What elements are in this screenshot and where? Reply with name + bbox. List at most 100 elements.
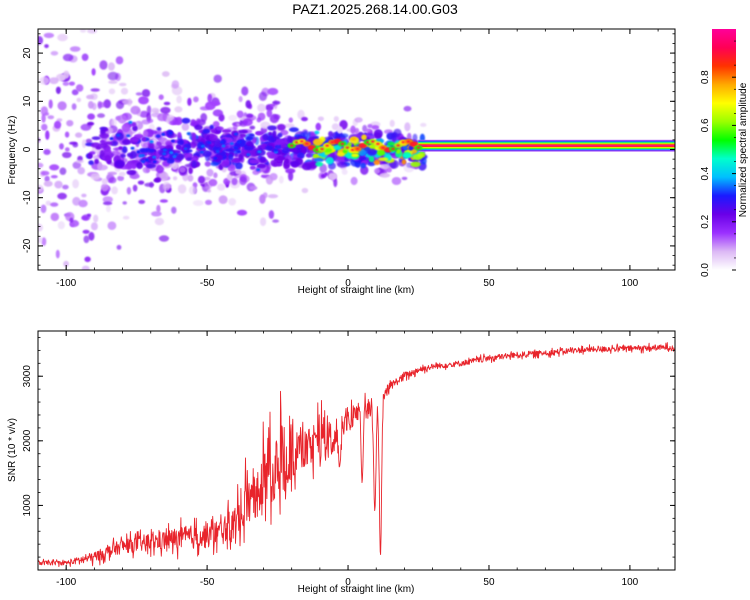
spectrogram-core-blob: [268, 131, 273, 137]
x-tick-label: -100: [56, 278, 76, 289]
spectrogram-peak-blob: [128, 120, 133, 124]
spectrogram-core-blob: [104, 154, 112, 162]
spectrogram-core-blob: [262, 133, 269, 141]
spectrogram-peak-blob: [162, 148, 167, 152]
spectrogram-blob: [138, 96, 149, 105]
spectrogram-core-blob: [270, 153, 278, 159]
spectrogram-peak-blob: [174, 152, 179, 156]
spectrogram-blob: [158, 94, 164, 100]
carrier-onset-core: [289, 144, 294, 147]
spectrogram-blob: [138, 199, 146, 204]
spectrogram-core-blob: [342, 149, 348, 154]
x-tick-label: 50: [483, 577, 495, 588]
spectrogram-blob: [97, 113, 105, 118]
spectrogram-core-blob: [104, 141, 113, 145]
spectrogram-core-blob: [256, 163, 267, 169]
spectrogram-blob: [106, 204, 111, 213]
spectrogram-core-blob: [401, 159, 407, 165]
carrier-onset-core: [401, 141, 406, 144]
spectrogram-blob: [118, 171, 126, 177]
colorbar-ticks: 0.0 0.2 0.4 0.6 0.8: [700, 40, 736, 277]
spectrogram-blob: [69, 46, 81, 52]
carrier-onset-core: [371, 140, 375, 143]
spectrogram-blob: [69, 222, 75, 228]
spectrogram-blob: [45, 130, 50, 140]
spectrogram-blob: [64, 131, 70, 138]
spectrogram-core-blob: [156, 127, 162, 131]
spectrogram-blob: [149, 181, 154, 188]
spectrogram-blob: [64, 147, 70, 152]
spectrogram-core-blob: [188, 167, 193, 175]
spectrogram-blob: [208, 178, 218, 187]
spectrogram-blob: [40, 204, 47, 214]
spectrogram-blob: [59, 143, 64, 150]
spectrogram-blob: [45, 200, 51, 206]
spectrogram-blob: [38, 236, 43, 243]
spectrogram-blob: [83, 235, 90, 244]
spectrogram-blob: [270, 103, 276, 107]
snr-panel: -100 -50 0 50 100 1000 2000 3000 Height of str…: [7, 330, 676, 595]
spectrogram-blob: [57, 192, 67, 200]
spectrogram-blob: [87, 113, 95, 120]
spectrogram-blob: [297, 109, 305, 120]
spectrogram-core-blob: [202, 150, 212, 158]
x-tick-label: 0: [345, 278, 351, 289]
spectrogram-peak-blob: [207, 141, 212, 145]
colorbar-tick-label: 0.2: [700, 214, 711, 228]
spectrogram-peak-blob: [257, 150, 262, 154]
spectrogram-blob: [57, 221, 65, 230]
spectrogram-core-blob: [216, 126, 224, 131]
spectrogram-blob: [267, 194, 279, 199]
snr-x-axis: -100 -50 0 50 100: [37, 331, 659, 588]
snr-plot-area: [38, 331, 675, 570]
carrier-band-stripe: [418, 144, 675, 146]
spectrogram-blob: [121, 123, 131, 133]
spectrogram-blob: [59, 167, 67, 175]
carrier-onset-core: [340, 142, 345, 145]
spectrogram-blob: [146, 105, 152, 115]
spectrogram-blob: [40, 106, 48, 116]
spectrogram-blob: [84, 256, 91, 263]
spectrogram-core-blob: [336, 152, 345, 157]
snr-y-label: SNR (10 * v/v): [7, 418, 18, 482]
spectrogram-core-blob: [149, 130, 158, 135]
spectrogram-blob: [43, 32, 55, 39]
spectrogram-blob: [258, 91, 267, 101]
spectrogram-blob: [141, 119, 151, 125]
spectrogram-core-blob: [99, 139, 106, 144]
carrier-band: [287, 138, 675, 153]
spectrogram-core-blob: [395, 148, 401, 154]
spectrogram-core-blob: [209, 124, 215, 130]
spectrogram-blob: [38, 162, 44, 168]
spectrogram-core-blob: [203, 128, 211, 134]
spectrogram-blob: [235, 169, 242, 175]
spectrogram-blob: [176, 95, 182, 104]
spectrogram-blob: [337, 161, 348, 168]
y-tick-label: 20: [22, 47, 33, 59]
carrier-band-stripe: [418, 145, 675, 147]
spectrogram-blob: [91, 68, 96, 76]
spectrogram-blob: [38, 223, 43, 232]
spectrogram-blob: [354, 117, 363, 123]
spectrogram-core-blob: [177, 139, 185, 146]
spectrogram-blob: [48, 99, 53, 109]
spectrogram-blob: [90, 222, 98, 231]
spectrogram-blob: [239, 176, 247, 186]
spectrogram-core-blob: [94, 158, 99, 164]
spectrogram-core-blob: [345, 151, 353, 159]
spectrogram-blob: [81, 139, 87, 148]
spectrogram-core-blob: [228, 153, 234, 161]
spectrogram-core-blob: [267, 125, 277, 131]
spectrogram-core-blob: [212, 146, 222, 152]
carrier-band-stripe: [418, 140, 675, 142]
spectrogram-core-blob: [288, 148, 297, 152]
colorbar-gradient: [712, 29, 736, 270]
spectrogram-blob: [88, 231, 95, 241]
spectrogram-blob: [217, 183, 226, 191]
spectrogram-core-blob: [130, 151, 137, 159]
spectrogram-core-blob: [361, 134, 367, 141]
spectrogram-blob: [50, 202, 59, 207]
spectrogram-blob: [62, 53, 74, 62]
spectrogram-blob: [420, 122, 427, 127]
